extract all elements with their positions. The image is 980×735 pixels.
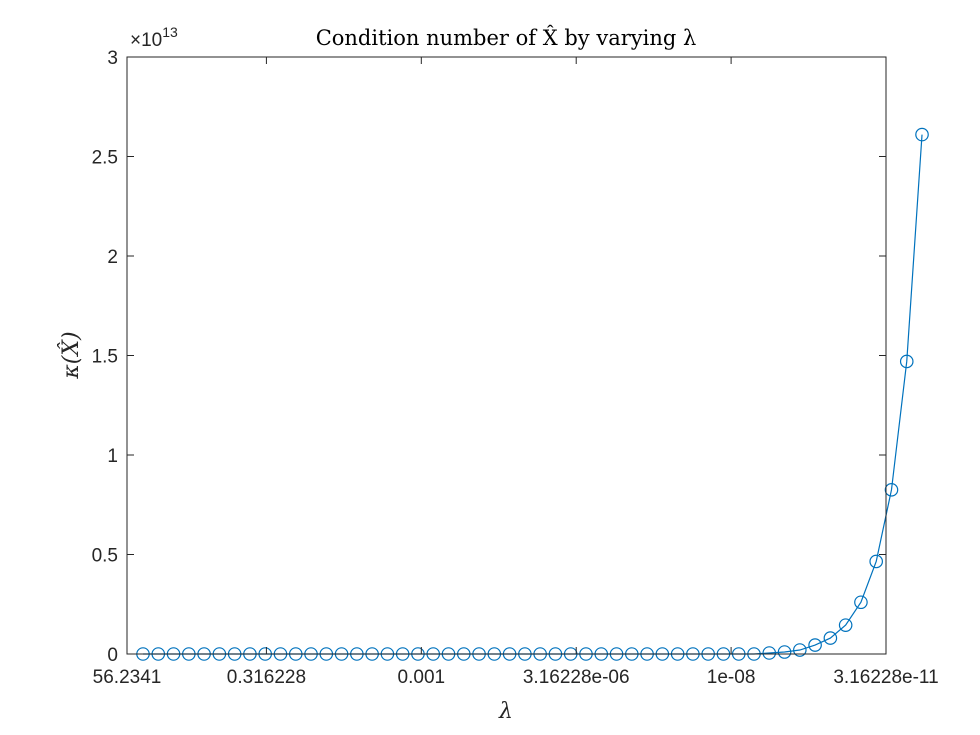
x-tick-label: 1e-08 [707, 667, 756, 688]
x-axis-label: λ [498, 699, 513, 724]
y-tick-label: 1.5 [92, 347, 118, 368]
data-point [777, 645, 792, 659]
x-tick-label: 3.16228e-11 [833, 667, 938, 688]
data-point [854, 595, 868, 610]
x-tick-label: 56.2341 [93, 667, 162, 688]
data-point [808, 638, 822, 652]
y-tick-label: 2 [107, 247, 118, 268]
x-tick-label: 0.316228 [227, 667, 306, 688]
y-tick-label: 0.5 [92, 546, 118, 567]
data-point [823, 631, 838, 645]
data-point [884, 483, 899, 497]
y-exponent-base: ×10 [130, 30, 162, 51]
x-tick-label: 3.16228e-06 [523, 667, 630, 688]
axes-box [126, 56, 887, 655]
data-point [899, 354, 914, 369]
data-point [869, 554, 883, 569]
data-point [838, 618, 853, 632]
axes-layer: 0 0.5 1 1.5 2 2.5 3 56.2341 0.316228 0.001 3.16228… [92, 48, 939, 688]
series-line [143, 134, 923, 655]
x-tick-label: 0.001 [398, 667, 446, 688]
chart-title: Condition number of X̂ by varying λ [316, 26, 697, 50]
plot-layer [136, 127, 929, 661]
data-point [793, 643, 807, 657]
data-point [762, 646, 777, 660]
data-point [915, 127, 929, 142]
y-tick-label: 0 [107, 645, 118, 666]
y-tick-label: 1 [107, 446, 118, 467]
y-exponent-power: 13 [162, 24, 178, 40]
y-tick-label: 3 [107, 48, 118, 69]
y-tick-label: 2.5 [92, 148, 118, 169]
y-axis-label: κ(X̂) [58, 331, 84, 379]
y-exponent-label: ×1013 [130, 24, 178, 51]
